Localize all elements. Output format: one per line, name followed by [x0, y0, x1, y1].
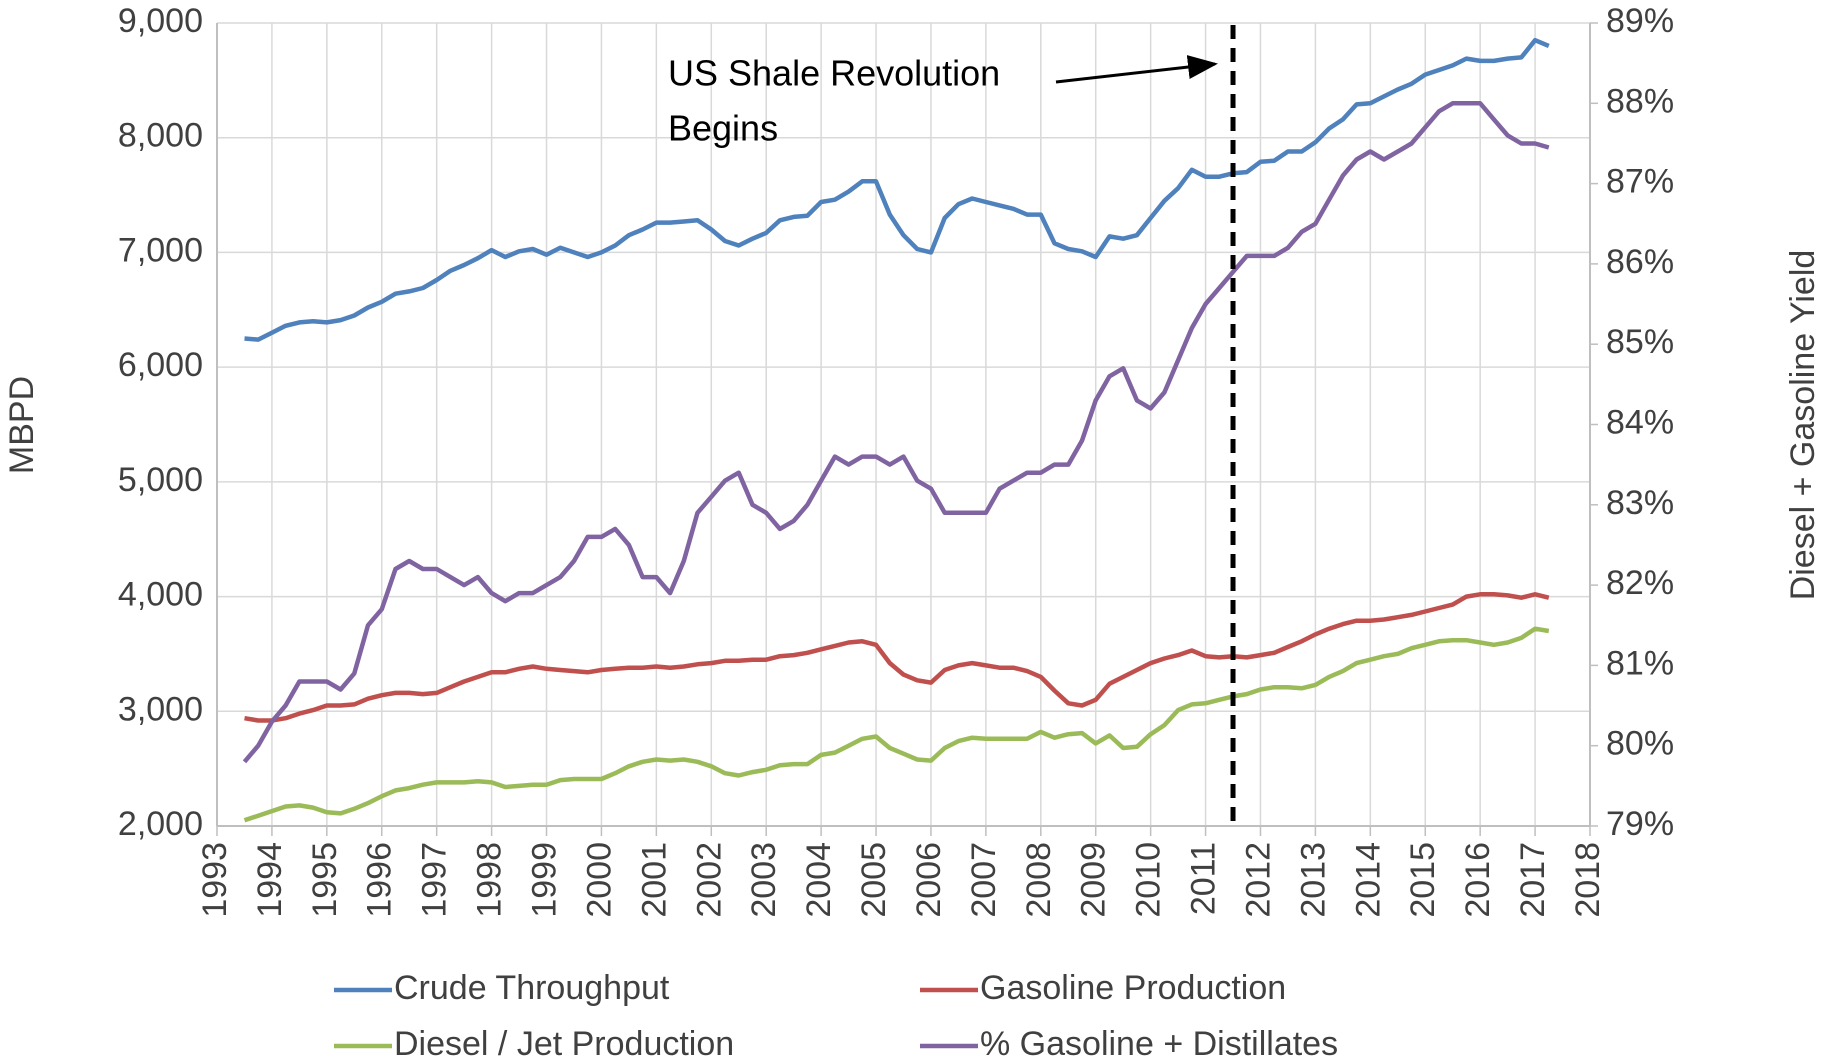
- x-tick-label: 2010: [1130, 842, 1168, 918]
- x-tick-label: 2012: [1239, 842, 1277, 918]
- x-tick-label: 2005: [855, 842, 893, 918]
- series-line: [242, 101, 1550, 764]
- y-tick-label: 7,000: [118, 231, 203, 269]
- y2-tick-label: 88%: [1606, 82, 1674, 120]
- y-tick-label: 2,000: [118, 805, 203, 843]
- y2-tick-label: 79%: [1606, 805, 1674, 843]
- x-tick-label: 2002: [690, 842, 728, 918]
- x-tick-label: 2015: [1404, 842, 1442, 918]
- y-axis-label: MBPD: [3, 376, 41, 474]
- x-tick-label: 1997: [416, 842, 454, 918]
- legend-label: Gasoline Production: [980, 969, 1286, 1007]
- x-tick-label: 1995: [306, 842, 344, 918]
- x-tick-label: 2011: [1185, 842, 1223, 915]
- y-tick-label: 6,000: [118, 346, 203, 384]
- x-tick-label: 1993: [196, 842, 234, 918]
- x-tick-label: 2008: [1020, 842, 1058, 918]
- y2-tick-label: 82%: [1606, 564, 1674, 602]
- annotation-text: Begins: [668, 108, 778, 149]
- annotation-text: US Shale Revolution: [668, 53, 1000, 94]
- y2-tick-label: 86%: [1606, 243, 1674, 281]
- y2-tick-label: 80%: [1606, 725, 1674, 763]
- legend-label: Diesel / Jet Production: [394, 1025, 734, 1062]
- y2-tick-label: 89%: [1606, 2, 1674, 40]
- x-tick-label: 1994: [251, 842, 289, 918]
- x-tick-label: 1998: [471, 842, 509, 918]
- y2-axis-label: Diesel + Gasoline Yield: [1784, 250, 1822, 601]
- x-tick-label: 2004: [800, 842, 838, 918]
- x-tick-label: 1999: [526, 842, 564, 918]
- y-tick-label: 3,000: [118, 690, 203, 728]
- legend-label: % Gasoline + Distillates: [980, 1025, 1338, 1062]
- series-line: [243, 626, 1550, 823]
- x-tick-label: 2009: [1075, 842, 1113, 918]
- series-line: [244, 37, 1550, 342]
- y-tick-label: 9,000: [118, 2, 203, 40]
- x-tick-label: 2014: [1349, 842, 1387, 918]
- x-tick-label: 2006: [910, 842, 948, 918]
- x-tick-label: 2017: [1514, 842, 1552, 918]
- x-tick-label: 2001: [635, 842, 673, 918]
- series-line: [244, 592, 1550, 723]
- y-tick-label: 5,000: [118, 461, 203, 499]
- y2-tick-label: 83%: [1606, 484, 1674, 522]
- y2-tick-label: 87%: [1606, 163, 1674, 201]
- y2-tick-label: 85%: [1606, 323, 1674, 361]
- y2-tick-label: 84%: [1606, 403, 1674, 441]
- x-tick-label: 1996: [361, 842, 399, 918]
- y2-tick-label: 81%: [1606, 644, 1674, 682]
- y-tick-label: 4,000: [118, 576, 203, 614]
- x-tick-label: 2007: [965, 842, 1003, 918]
- y-tick-label: 8,000: [118, 117, 203, 155]
- annotation-arrow: [1055, 55, 1219, 84]
- x-tick-label: 2000: [580, 842, 618, 918]
- x-tick-label: 2018: [1569, 842, 1607, 918]
- x-tick-label: 2003: [745, 842, 783, 918]
- x-tick-label: 2013: [1294, 842, 1332, 918]
- x-tick-label: 2016: [1459, 842, 1497, 918]
- legend-label: Crude Throughput: [394, 969, 670, 1007]
